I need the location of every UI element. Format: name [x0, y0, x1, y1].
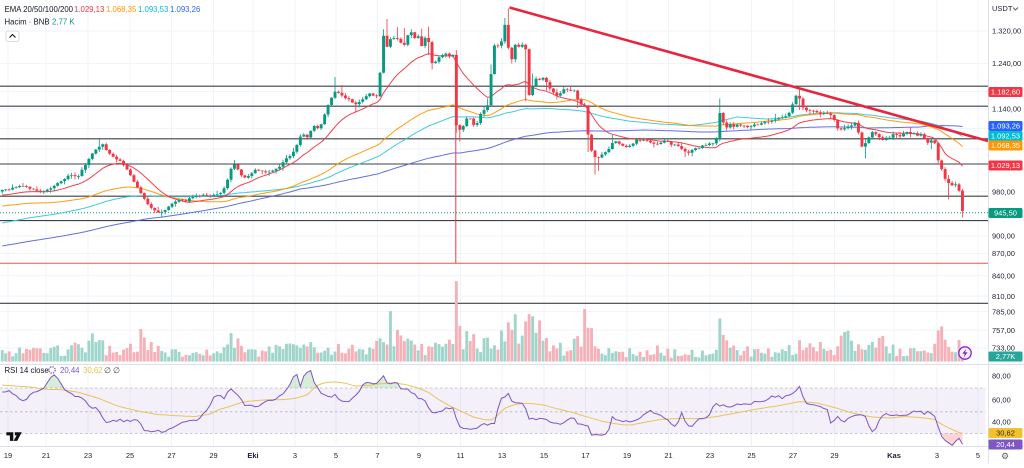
svg-text:945,50: 945,50 — [994, 209, 1017, 218]
svg-text:900,00: 900,00 — [992, 232, 1015, 241]
svg-text:19: 19 — [623, 451, 631, 460]
svg-text:785,00: 785,00 — [992, 307, 1015, 316]
svg-text:29: 29 — [209, 451, 217, 460]
svg-text:1.093,26: 1.093,26 — [170, 5, 200, 14]
svg-text:1.068,35: 1.068,35 — [991, 141, 1020, 150]
svg-text:25: 25 — [126, 451, 134, 460]
svg-text:40,00: 40,00 — [992, 418, 1011, 427]
svg-text:Eki: Eki — [247, 451, 258, 460]
svg-text:1.093,53: 1.093,53 — [138, 5, 168, 14]
svg-text:23: 23 — [84, 451, 92, 460]
svg-text:30,62: 30,62 — [83, 366, 103, 375]
svg-text:2,77 K: 2,77 K — [52, 18, 75, 27]
svg-text:1.320,00: 1.320,00 — [992, 27, 1021, 36]
svg-text:1.140,00: 1.140,00 — [992, 105, 1021, 114]
svg-text:1.092,53: 1.092,53 — [991, 132, 1020, 141]
svg-text:980,00: 980,00 — [992, 187, 1015, 196]
svg-text:5: 5 — [976, 451, 980, 460]
svg-text:21: 21 — [664, 451, 672, 460]
svg-text:810,00: 810,00 — [992, 292, 1015, 301]
svg-text:Kas: Kas — [887, 451, 901, 460]
svg-text:7: 7 — [375, 451, 379, 460]
svg-text:733,00: 733,00 — [992, 344, 1015, 353]
svg-text:840,00: 840,00 — [992, 271, 1015, 280]
svg-text:2,77K: 2,77K — [996, 352, 1016, 361]
svg-text:1.093,26: 1.093,26 — [991, 122, 1020, 131]
svg-text:∅ ∅: ∅ ∅ — [104, 366, 120, 375]
svg-text:EMA 20/50/100/200: EMA 20/50/100/200 — [5, 5, 74, 14]
svg-text:870,00: 870,00 — [992, 249, 1015, 258]
svg-text:20,44: 20,44 — [996, 440, 1015, 449]
svg-text:15: 15 — [540, 451, 548, 460]
svg-text:757,00: 757,00 — [992, 326, 1015, 335]
svg-text:23: 23 — [706, 451, 714, 460]
svg-text:RSI 14 close: RSI 14 close — [5, 366, 49, 375]
svg-text:9: 9 — [417, 451, 421, 460]
svg-text:60,00: 60,00 — [992, 396, 1011, 405]
svg-text:27: 27 — [789, 451, 797, 460]
svg-text:80,00: 80,00 — [992, 371, 1011, 380]
svg-text:1.182,60: 1.182,60 — [991, 88, 1020, 97]
svg-text:⚙: ⚙ — [1001, 451, 1009, 461]
svg-text:13: 13 — [498, 451, 506, 460]
svg-text:11: 11 — [457, 451, 465, 460]
svg-text:19: 19 — [4, 451, 12, 460]
svg-text:USDT: USDT — [992, 4, 1013, 13]
svg-text:17: 17 — [581, 451, 589, 460]
svg-text:21: 21 — [42, 451, 50, 460]
svg-text:1.029,13: 1.029,13 — [991, 161, 1020, 170]
svg-text:5: 5 — [334, 451, 338, 460]
svg-text:29: 29 — [830, 451, 838, 460]
svg-text:1.068,35: 1.068,35 — [106, 5, 137, 14]
svg-text:1.029,13: 1.029,13 — [74, 5, 104, 14]
svg-text:20,44: 20,44 — [60, 366, 80, 375]
svg-text:1.240,00: 1.240,00 — [992, 59, 1021, 68]
svg-text:25: 25 — [747, 451, 755, 460]
svg-text:30,62: 30,62 — [996, 429, 1015, 438]
svg-text:27: 27 — [167, 451, 175, 460]
svg-text:3: 3 — [293, 451, 297, 460]
svg-text:Hacim · BNB: Hacim · BNB — [5, 18, 50, 27]
svg-text:3: 3 — [935, 451, 939, 460]
